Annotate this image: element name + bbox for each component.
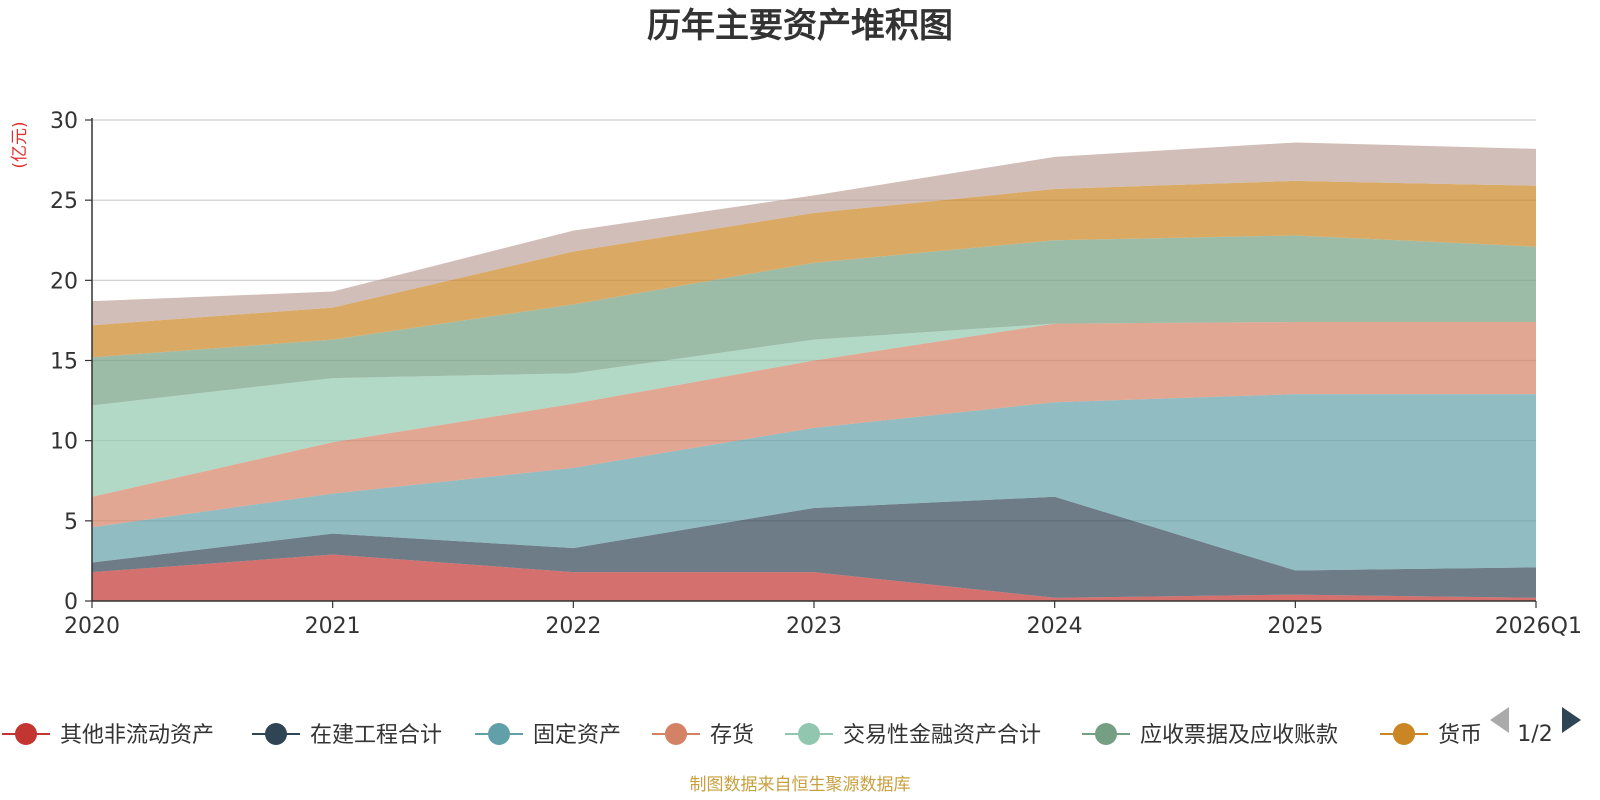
x-tick-label: 2026Q1 [1495,614,1582,639]
x-tick-label: 2024 [1027,614,1083,639]
legend-marker-icon [665,723,687,745]
area-series-4 [92,322,1536,497]
legend-label: 应收票据及应收账款 [1140,723,1338,748]
legend-label: 固定资产 [533,723,621,748]
legend-item[interactable]: 在建工程合计 [252,723,442,748]
legend-item[interactable]: 货币 [1380,723,1482,748]
y-tick-label: 30 [50,109,78,134]
y-tick-label: 25 [50,189,78,214]
legend-pager: 1/2 [1490,707,1581,747]
y-tick-label: 0 [64,590,78,615]
area-series-2 [92,394,1536,571]
x-tick-label: 2025 [1267,614,1323,639]
x-tick-label: 2020 [64,614,120,639]
legend-item[interactable]: 应收票据及应收账款 [1082,723,1338,748]
area-series-7 [92,142,1536,326]
legend-label: 货币 [1438,723,1482,748]
legend-label: 在建工程合计 [310,723,442,748]
legend-label: 存货 [710,723,754,748]
y-axis-unit-label: (亿元) [10,121,30,168]
area-series-1 [92,496,1536,598]
x-tick-label: 2022 [545,614,601,639]
y-tick-label: 10 [50,430,78,455]
area-series-0 [92,554,1536,601]
area-series-6 [92,180,1536,358]
legend-label: 其他非流动资产 [60,723,214,748]
legend-marker-icon [15,723,37,745]
legend-item[interactable]: 交易性金融资产合计 [785,723,1041,748]
y-tick-label: 20 [50,269,78,294]
legend-next-page-icon[interactable] [1562,707,1581,733]
legend-marker-icon [1393,723,1415,745]
x-tick-label: 2023 [786,614,842,639]
legend-marker-icon [1095,723,1117,745]
y-tick-label: 5 [64,510,78,535]
legend-prev-page-icon[interactable] [1490,707,1509,733]
legend-marker-icon [265,723,287,745]
legend-item[interactable]: 其他非流动资产 [2,723,214,748]
legend-marker-icon [488,723,510,745]
area-series-group [92,142,1536,601]
data-source-note: 制图数据来自恒生聚源数据库 [690,775,911,795]
area-series-5 [92,235,1536,406]
legend-marker-icon [798,723,820,745]
legend-page-indicator: 1/2 [1517,722,1552,747]
legend-item[interactable]: 存货 [652,723,754,748]
x-tick-label: 2021 [305,614,361,639]
legend-item[interactable]: 固定资产 [475,723,621,748]
y-tick-label: 15 [50,350,78,375]
legend: 其他非流动资产 在建工程合计 固定资产 存货 交易性金融资产合计 应收票据及应收账款 货币 [2,723,1482,748]
area-series-3 [92,322,1536,528]
chart-title: 历年主要资产堆积图 [647,6,953,46]
legend-label: 交易性金融资产合计 [843,723,1041,748]
